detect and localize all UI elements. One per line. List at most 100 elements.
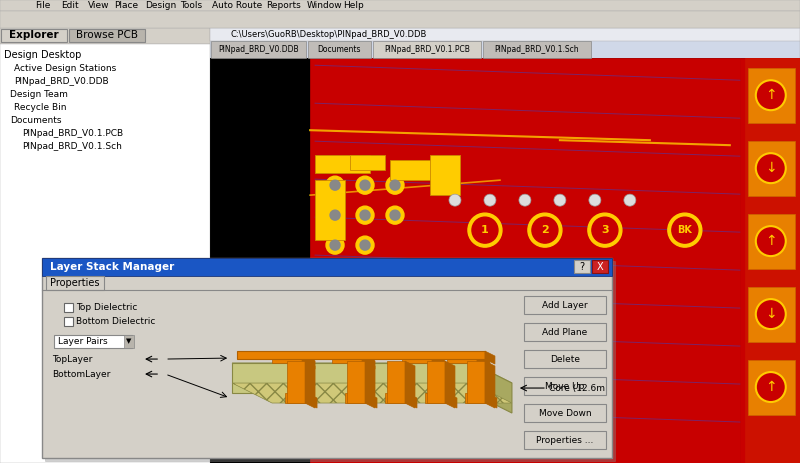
Bar	[524, 323, 606, 341]
Polygon shape	[332, 355, 362, 363]
Circle shape	[326, 236, 344, 254]
Text: View: View	[87, 1, 109, 10]
Polygon shape	[485, 351, 495, 364]
Circle shape	[756, 80, 786, 110]
Circle shape	[532, 217, 558, 243]
Bar	[748, 214, 794, 269]
Text: ▼: ▼	[126, 338, 132, 344]
Polygon shape	[387, 361, 405, 403]
Bar	[524, 377, 606, 395]
Text: ↑: ↑	[765, 88, 777, 102]
Text: ↓: ↓	[765, 307, 777, 321]
Circle shape	[386, 176, 404, 194]
Bar	[42, 258, 612, 276]
Polygon shape	[402, 355, 432, 363]
Polygon shape	[287, 361, 305, 403]
Bar	[740, 58, 800, 463]
Text: C:\Users\GuoRB\Desktop\PINpad_BRD_V0.DDB: C:\Users\GuoRB\Desktop\PINpad_BRD_V0.DDB	[230, 30, 426, 39]
Text: Properties: Properties	[50, 278, 100, 288]
Polygon shape	[307, 393, 317, 408]
Text: Bottom Dielectric: Bottom Dielectric	[76, 317, 155, 326]
Polygon shape	[232, 363, 512, 383]
Text: Place: Place	[114, 1, 138, 10]
Bar	[310, 58, 740, 463]
Bar	[210, 58, 800, 463]
Circle shape	[360, 210, 370, 220]
Polygon shape	[272, 355, 302, 363]
Bar	[748, 287, 794, 342]
Text: Layer Pairs: Layer Pairs	[58, 337, 108, 346]
Polygon shape	[402, 355, 445, 361]
Text: Layer Stack Manager: Layer Stack Manager	[50, 262, 174, 272]
Circle shape	[330, 180, 340, 190]
Bar	[350, 155, 385, 170]
Text: Delete: Delete	[550, 355, 580, 363]
Text: Documents: Documents	[318, 45, 361, 54]
Bar	[308, 41, 371, 58]
Polygon shape	[332, 355, 375, 361]
Text: PINpad_BRD_V0.1.PCB: PINpad_BRD_V0.1.PCB	[384, 45, 470, 54]
Polygon shape	[272, 355, 315, 361]
Polygon shape	[365, 361, 375, 408]
Text: Tools: Tools	[181, 1, 202, 10]
Text: Window: Window	[307, 1, 342, 10]
Polygon shape	[485, 361, 495, 408]
Text: File: File	[35, 1, 50, 10]
Circle shape	[356, 206, 374, 224]
Polygon shape	[385, 393, 407, 403]
Bar	[430, 155, 460, 195]
Bar	[315, 155, 370, 173]
Bar	[46, 261, 615, 461]
Polygon shape	[447, 355, 477, 363]
Text: Recycle Bin: Recycle Bin	[14, 103, 66, 112]
Text: Help: Help	[343, 1, 363, 10]
Text: Add Layer: Add Layer	[542, 300, 588, 310]
Bar	[124, 335, 134, 348]
Text: Auto Route: Auto Route	[211, 1, 262, 10]
Bar	[211, 41, 306, 58]
Bar	[592, 260, 608, 273]
Circle shape	[668, 213, 702, 247]
Bar	[524, 404, 606, 422]
Text: Browse PCB: Browse PCB	[76, 30, 138, 40]
Bar	[69, 29, 145, 42]
Polygon shape	[445, 361, 455, 408]
Bar	[42, 258, 612, 458]
Bar	[210, 28, 800, 63]
Text: Core (12.6m: Core (12.6m	[549, 383, 605, 393]
Bar	[0, 11, 800, 28]
Circle shape	[330, 210, 340, 220]
Polygon shape	[347, 361, 365, 403]
Circle shape	[360, 180, 370, 190]
Bar	[210, 28, 800, 41]
Polygon shape	[345, 393, 367, 403]
Text: Active Design Stations: Active Design Stations	[14, 64, 117, 73]
Bar	[54, 335, 132, 348]
Bar	[748, 141, 794, 196]
Polygon shape	[447, 393, 457, 408]
Circle shape	[592, 217, 618, 243]
Text: Edit: Edit	[62, 1, 79, 10]
Bar	[315, 180, 345, 240]
Text: Top Dielectric: Top Dielectric	[76, 303, 138, 312]
Text: TopLayer: TopLayer	[52, 355, 93, 363]
Polygon shape	[302, 355, 315, 369]
Circle shape	[756, 226, 786, 256]
Bar	[64, 303, 73, 312]
Circle shape	[386, 206, 404, 224]
Text: ?: ?	[579, 262, 585, 272]
Text: Design Desktop: Design Desktop	[4, 50, 82, 60]
Text: BottomLayer: BottomLayer	[52, 369, 110, 379]
Circle shape	[390, 180, 400, 190]
Circle shape	[589, 194, 601, 206]
Circle shape	[528, 213, 562, 247]
Polygon shape	[467, 361, 485, 403]
Bar	[373, 41, 481, 58]
Bar	[46, 276, 104, 290]
Polygon shape	[232, 383, 512, 403]
Text: Design Team: Design Team	[10, 90, 68, 99]
Text: ↑: ↑	[765, 234, 777, 248]
Polygon shape	[367, 393, 377, 408]
Polygon shape	[477, 355, 490, 369]
Text: 2: 2	[541, 225, 549, 235]
